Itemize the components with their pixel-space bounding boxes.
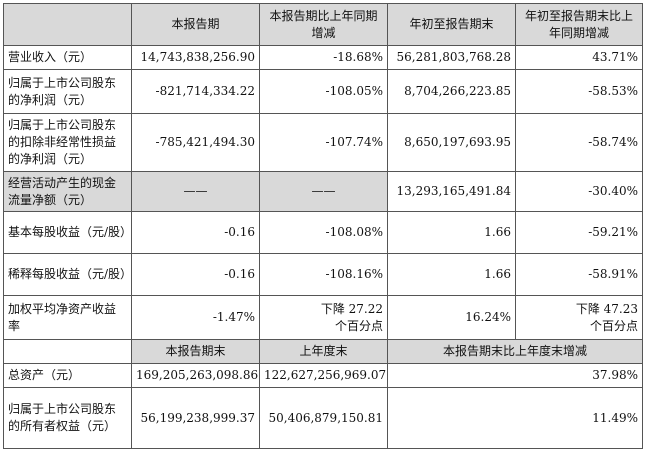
cell-value: 56,281,803,768.28 bbox=[387, 45, 516, 70]
header-row-2: 本报告期末 上年度末 本报告期末比上年度末增减 bbox=[3, 339, 643, 364]
row-label: 加权平均净资产收益率 bbox=[3, 295, 132, 340]
cell-value: —— bbox=[259, 171, 388, 212]
cell-value: 1.66 bbox=[387, 211, 516, 254]
cell-value: 122,627,256,969.07 bbox=[259, 363, 388, 388]
cell-value: -821,714,334.22 bbox=[131, 69, 260, 114]
cell-value: 43.71% bbox=[515, 45, 643, 70]
table-row: 归属于上市公司股东的净利润（元） -821,714,334.22 -108.05… bbox=[3, 69, 643, 114]
table-row: 稀释每股收益（元/股） -0.16 -108.16% 1.66 -58.91% bbox=[3, 253, 643, 296]
table-row: 经营活动产生的现金流量净额（元） —— —— 13,293,165,491.84… bbox=[3, 171, 643, 212]
header-row: 本报告期 本报告期比上年同期增减 年初至报告期末 年初至报告期末比上年同期增减 bbox=[3, 3, 643, 46]
row-label: 稀释每股收益（元/股） bbox=[3, 253, 132, 296]
header-ytd-yoy: 年初至报告期末比上年同期增减 bbox=[515, 3, 643, 46]
header-corner bbox=[3, 3, 132, 46]
cell-value: 13,293,165,491.84 bbox=[387, 171, 516, 212]
row-label: 总资产（元） bbox=[3, 363, 132, 388]
cell-value: -58.91% bbox=[515, 253, 643, 296]
header-ytd: 年初至报告期末 bbox=[387, 3, 516, 46]
cell-value: 8,650,197,693.95 bbox=[387, 113, 516, 172]
cell-value: -108.05% bbox=[259, 69, 388, 114]
table-row: 基本每股收益（元/股） -0.16 -108.08% 1.66 -59.21% bbox=[3, 211, 643, 254]
row-label: 经营活动产生的现金流量净额（元） bbox=[3, 171, 132, 212]
row-label: 基本每股收益（元/股） bbox=[3, 211, 132, 254]
table-row: 总资产（元） 169,205,263,098.86 122,627,256,96… bbox=[3, 363, 643, 388]
row-label: 归属于上市公司股东的扣除非经常性损益的净利润（元） bbox=[3, 113, 132, 172]
table-row: 归属于上市公司股东的扣除非经常性损益的净利润（元） -785,421,494.3… bbox=[3, 113, 643, 172]
table-row: 加权平均净资产收益率 -1.47% 下降 27.22 个百分点 16.24% 下… bbox=[3, 295, 643, 340]
cell-line: 下降 47.23 bbox=[575, 301, 638, 316]
cell-line: 个百分点 bbox=[589, 318, 638, 333]
cell-value: 169,205,263,098.86 bbox=[131, 363, 260, 388]
cell-value-multiline: 下降 47.23 个百分点 bbox=[515, 295, 643, 340]
cell-value: 8,704,266,223.85 bbox=[387, 69, 516, 114]
cell-value-multiline: 下降 27.22 个百分点 bbox=[259, 295, 388, 340]
header2-change: 本报告期末比上年度末增减 bbox=[387, 339, 643, 364]
cell-line: 个百分点 bbox=[334, 318, 383, 333]
header2-prior-year-end: 上年度末 bbox=[259, 339, 388, 364]
cell-value: -0.16 bbox=[131, 211, 260, 254]
header-this-period-yoy: 本报告期比上年同期增减 bbox=[259, 3, 388, 46]
cell-value: 1.66 bbox=[387, 253, 516, 296]
cell-value: 14,743,838,256.90 bbox=[131, 45, 260, 70]
cell-value: -785,421,494.30 bbox=[131, 113, 260, 172]
cell-value: -58.53% bbox=[515, 69, 643, 114]
cell-value: 56,199,238,999.37 bbox=[131, 387, 260, 449]
cell-value: -1.47% bbox=[131, 295, 260, 340]
cell-value: -0.16 bbox=[131, 253, 260, 296]
cell-value: —— bbox=[131, 171, 260, 212]
row-label: 归属于上市公司股东的净利润（元） bbox=[3, 69, 132, 114]
financial-summary-table: 本报告期 本报告期比上年同期增减 年初至报告期末 年初至报告期末比上年同期增减 … bbox=[3, 3, 643, 449]
cell-value: -58.74% bbox=[515, 113, 643, 172]
cell-value: -108.08% bbox=[259, 211, 388, 254]
cell-value: -59.21% bbox=[515, 211, 643, 254]
cell-value: -18.68% bbox=[259, 45, 388, 70]
table-row: 归属于上市公司股东的所有者权益（元） 56,199,238,999.37 50,… bbox=[3, 387, 643, 449]
cell-value: -107.74% bbox=[259, 113, 388, 172]
header2-period-end: 本报告期末 bbox=[131, 339, 260, 364]
cell-value: 50,406,879,150.81 bbox=[259, 387, 388, 449]
cell-value: 16.24% bbox=[387, 295, 516, 340]
cell-value: -108.16% bbox=[259, 253, 388, 296]
cell-value: 37.98% bbox=[387, 363, 643, 388]
header-this-period: 本报告期 bbox=[131, 3, 260, 46]
header2-corner bbox=[3, 339, 132, 364]
row-label: 归属于上市公司股东的所有者权益（元） bbox=[3, 387, 132, 449]
cell-line: 下降 27.22 bbox=[320, 301, 383, 316]
table-row: 营业收入（元） 14,743,838,256.90 -18.68% 56,281… bbox=[3, 45, 643, 70]
cell-value: -30.40% bbox=[515, 171, 643, 212]
row-label: 营业收入（元） bbox=[3, 45, 132, 70]
cell-value: 11.49% bbox=[387, 387, 643, 449]
